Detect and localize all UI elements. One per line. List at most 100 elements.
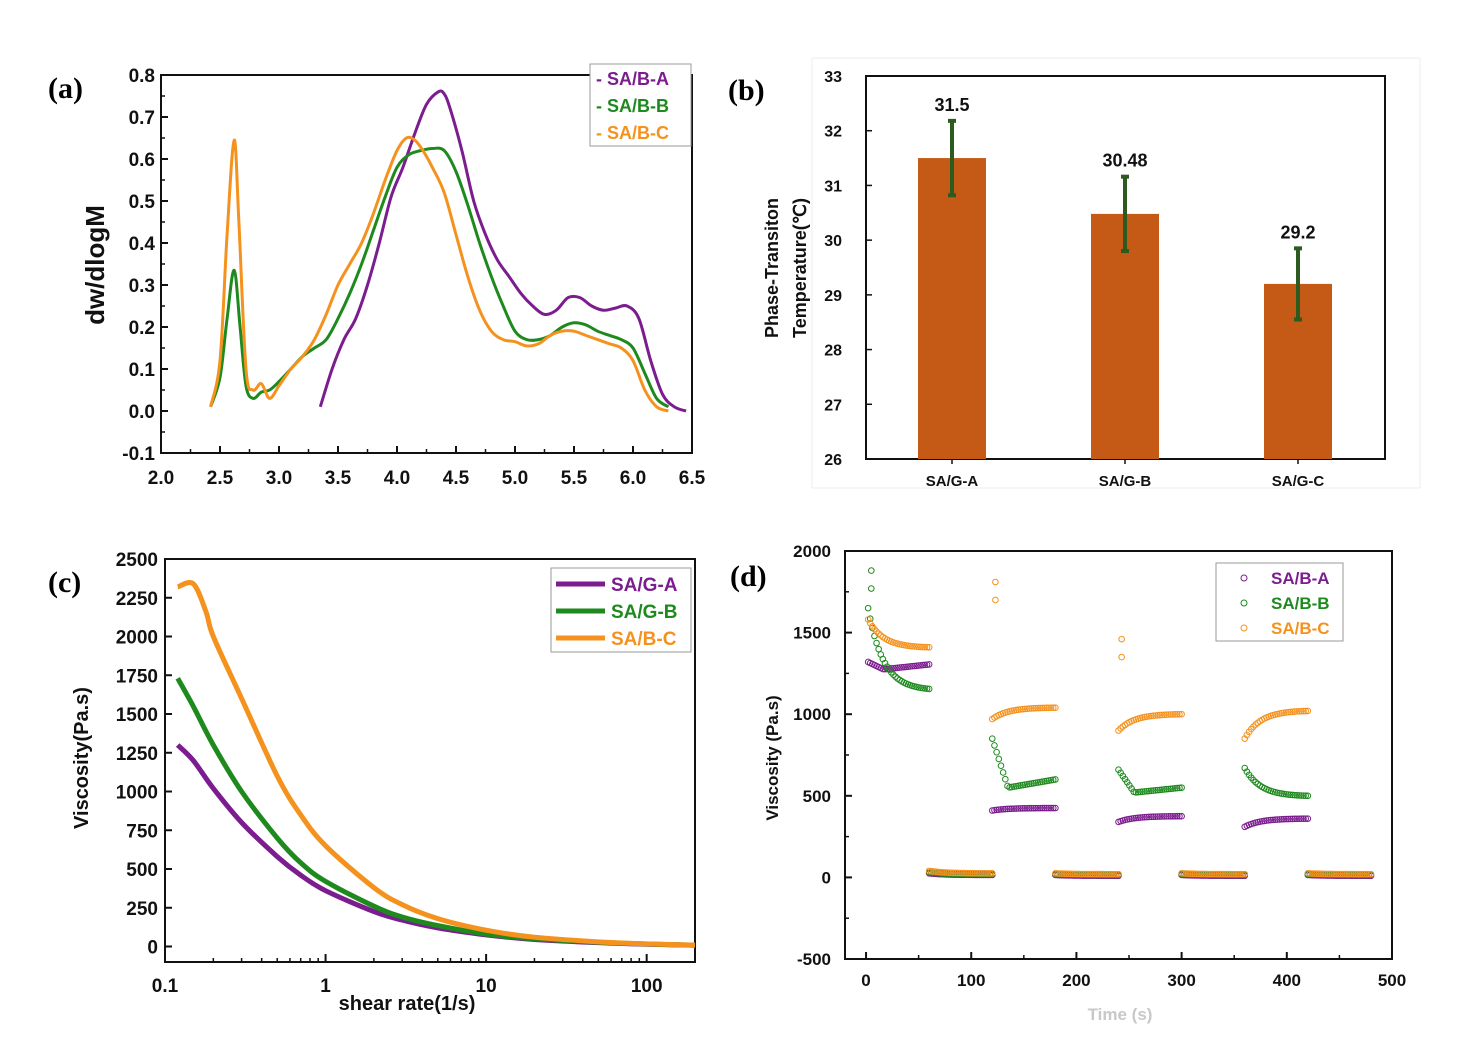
data-point-C <box>1154 711 1161 719</box>
data-point-C <box>1306 870 1314 877</box>
data-point-B <box>1163 785 1170 793</box>
data-point-B <box>997 762 1005 769</box>
data-point-C <box>1047 704 1055 712</box>
y-tick-label: 2500 <box>116 550 158 571</box>
data-point-A <box>1302 815 1309 822</box>
data-point-C <box>1056 870 1064 877</box>
legend-label-B: SA/B-B <box>1271 594 1330 613</box>
data-point-C <box>1348 870 1355 878</box>
data-point-A <box>1171 812 1179 820</box>
series-line-C <box>176 580 696 948</box>
data-point-C <box>1115 727 1122 734</box>
data-point-C <box>1239 870 1246 878</box>
data-point-B <box>1152 787 1159 794</box>
data-point-A <box>900 663 908 671</box>
data-point-C <box>1052 704 1059 711</box>
data-point-B <box>1147 787 1155 795</box>
data-point-A <box>1263 817 1270 824</box>
data-point-A <box>1274 816 1281 823</box>
data-point-B <box>1156 786 1164 794</box>
data-point-B <box>1136 788 1144 796</box>
x-tick-label: SA/G-C <box>1272 473 1325 490</box>
data-point-B <box>1150 787 1157 794</box>
data-point-C <box>1069 870 1077 878</box>
data-point-C <box>1321 870 1329 878</box>
data-point-C <box>1062 870 1070 878</box>
data-point-A <box>1030 804 1037 812</box>
data-point-C <box>938 868 946 876</box>
data-point-C <box>975 869 983 877</box>
data-point-C <box>1295 708 1303 715</box>
data-point-C <box>1165 711 1172 718</box>
data-point-C <box>1345 870 1353 878</box>
data-point-C <box>1118 653 1125 661</box>
data-point-B <box>1178 784 1185 791</box>
data-point-A <box>1287 815 1294 823</box>
data-point-A <box>911 662 918 670</box>
data-point-A <box>921 661 929 669</box>
data-point-C <box>945 869 953 876</box>
data-point-B <box>1154 786 1161 794</box>
data-point-A <box>1034 804 1042 812</box>
y-tick-label: 2250 <box>116 589 158 610</box>
data-point-C <box>923 643 931 651</box>
y-tick-label: 1750 <box>116 666 158 687</box>
data-point-B <box>1284 791 1292 798</box>
y-tick-label: 0.4 <box>129 234 156 255</box>
data-point-A <box>1173 812 1181 820</box>
y-tick-label: 0.6 <box>129 150 155 171</box>
data-point-C <box>1084 870 1092 878</box>
data-point-A <box>1015 805 1022 812</box>
data-point-B <box>1143 787 1151 795</box>
data-point-C <box>1232 870 1240 878</box>
legend-label-B: - SA/B-B <box>596 96 669 116</box>
data-point-A <box>1300 815 1307 822</box>
data-point-A <box>1145 813 1153 821</box>
bar-value-label: 30.48 <box>1102 151 1147 171</box>
data-point-A <box>909 662 916 670</box>
data-point-C <box>1250 723 1257 730</box>
data-point-A <box>1150 813 1157 821</box>
data-point-B <box>925 685 933 693</box>
y-tick-label: 33 <box>824 69 842 86</box>
y-tick-label: 1500 <box>793 624 831 643</box>
data-point-C <box>928 867 935 875</box>
data-point-A <box>1132 814 1140 822</box>
data-point-A <box>1293 815 1301 823</box>
y-tick-label: 2000 <box>116 628 158 649</box>
data-point-B <box>864 604 872 612</box>
data-point-B <box>1145 787 1153 795</box>
data-point-C <box>913 643 920 650</box>
data-point-B <box>923 685 931 692</box>
y-tick-label: 0.7 <box>129 108 155 129</box>
data-point-C <box>962 869 970 877</box>
legend-label-B: SA/G-B <box>611 602 678 623</box>
data-point-C <box>1182 870 1190 877</box>
data-point-A <box>1271 816 1279 824</box>
bar-1 <box>918 158 986 460</box>
data-point-C <box>1150 712 1157 720</box>
data-point-A <box>925 661 933 668</box>
x-tick-label: 6.0 <box>620 468 646 489</box>
x-tick-label: 2.0 <box>148 468 174 489</box>
data-point-B <box>1139 788 1146 795</box>
data-point-C <box>1086 870 1094 878</box>
data-point-C <box>1304 707 1312 715</box>
data-point-C <box>986 870 994 877</box>
data-point-C <box>1335 870 1342 878</box>
legend-label-A: SA/G-A <box>611 575 678 596</box>
y-tick-label: 30 <box>824 233 842 250</box>
data-point-B <box>1160 786 1168 793</box>
data-point-C <box>1102 870 1109 878</box>
data-point-C <box>1332 870 1340 878</box>
y-tick-label: -0.1 <box>122 444 155 465</box>
data-point-C <box>1045 704 1053 712</box>
data-point-A <box>1291 815 1299 823</box>
panel-a-label: (a) <box>48 72 83 105</box>
data-point-C <box>1167 711 1175 718</box>
data-point-C <box>954 869 961 877</box>
data-point-A <box>1012 805 1020 812</box>
data-point-C <box>1115 870 1122 878</box>
data-point-C <box>1054 870 1061 877</box>
data-point-A <box>1019 805 1027 812</box>
